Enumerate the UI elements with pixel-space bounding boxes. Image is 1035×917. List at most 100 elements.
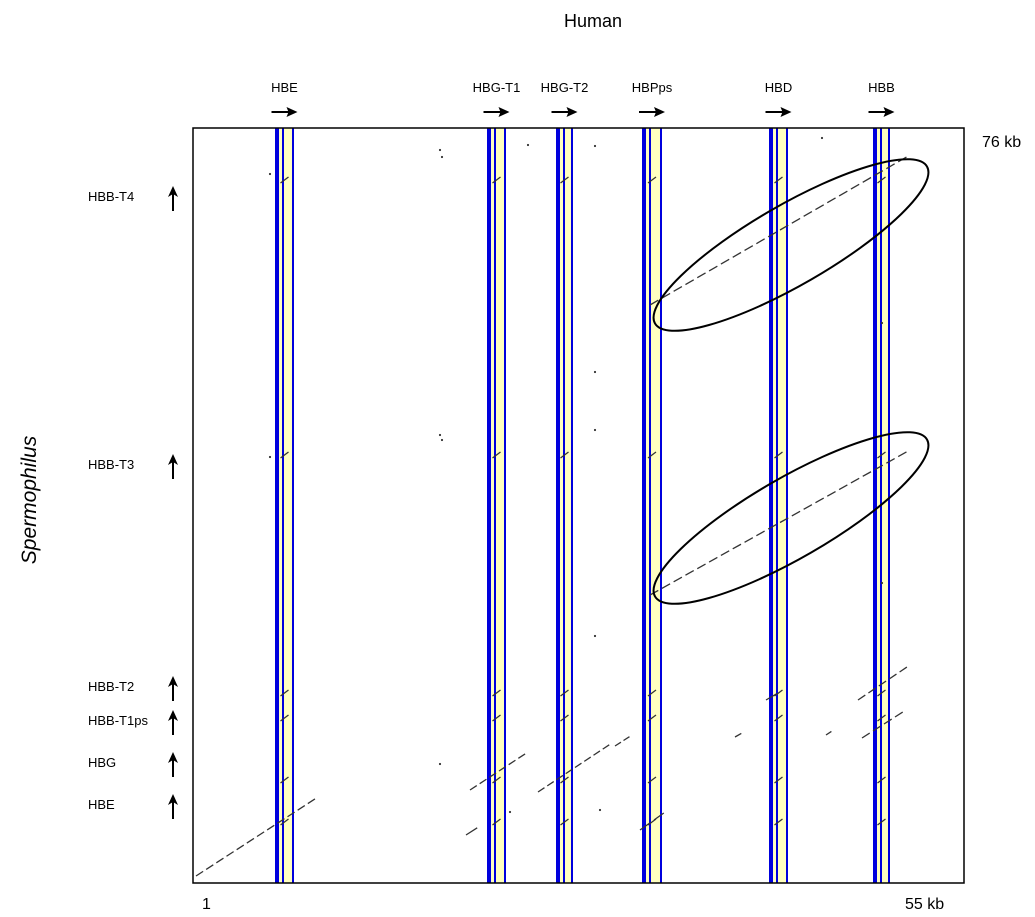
alignment-segment [547,782,553,786]
gene-band-exon-right [786,128,788,883]
alignment-segment [898,452,906,457]
scatter-dot [441,439,443,441]
y-gene-label: HBB-T1ps [88,713,148,728]
y-gene-label: HBB-T3 [88,457,134,472]
alignment-segment [227,852,234,857]
scatter-dot [881,322,883,324]
alignment-segment [792,218,800,223]
scatter-dot [594,371,596,373]
gene-labels-y: HBB-T4 HBB-T3 HBB-T2 HBB-T1ps HBG HBE [88,186,178,819]
alignment-segment [756,531,764,536]
alignment-segment [466,828,477,835]
alignment-segment [709,266,717,271]
alignment-segment [267,825,274,830]
scatter-dot [594,635,596,637]
alignment-segment [298,806,305,811]
alignment-segment [196,871,203,876]
gene-band-exon-mid [563,128,565,883]
y-axis-end-label: 76 kb [982,134,1021,151]
alignment-segment [709,557,717,562]
alignment-segment [756,239,764,244]
gene-band-exon-left [769,128,773,883]
gene-band-exon-right [504,128,506,883]
alignment-segment [594,751,600,755]
alignment-segment [863,472,871,477]
gene-band-exon-left [275,128,279,883]
gene-band-exon-left [873,128,877,883]
gene-labels-x: HBE HBG-T1 HBG-T2 HBPps HBD HBB [271,80,895,117]
alignment-segment [839,191,847,196]
alignment-segment [584,757,590,761]
alignment-segment [480,779,487,783]
alignment-segment [839,485,847,490]
alignment-segment [518,754,525,758]
gene-band-exon-left [556,128,560,883]
alignment-segment [538,788,544,792]
alignment-segment [745,538,753,543]
scatter-dot [439,434,441,436]
alignment-segment [889,674,896,679]
gene-band-exon-right [292,128,294,883]
alignment-segment [862,733,870,738]
gene-band-exon-right [660,128,662,883]
scatter-dot [269,173,271,175]
scatter-dot [439,763,441,765]
alignment-segment [216,858,223,863]
plot-title: Human [564,11,622,31]
alignment-segment [685,571,693,576]
scatter-dot [594,145,596,147]
scatter-dot [599,809,601,811]
alignment-segment [721,551,729,556]
x-axis-start-label: 1 [202,896,211,913]
y-gene-label: HBB-T4 [88,189,134,204]
alignment-segment [858,695,865,700]
scatter-dot [439,149,441,151]
scatter-dot [821,137,823,139]
alignment-segment [674,577,682,582]
alignment-segment [815,498,823,503]
gene-band-exon-left [642,128,646,883]
alignment-segment [674,287,682,292]
alignment-segment [697,273,705,278]
gene-bands [275,128,890,883]
gene-band-exon-right [888,128,890,883]
alignment-segment [237,845,244,850]
alignment-segment [575,763,581,767]
duplication-ellipse-lower [635,405,947,631]
alignment-segment [257,832,264,837]
x-gene-label: HBG-T1 [473,80,521,95]
alignment-segment [792,511,800,516]
alignment-segment [470,786,477,790]
y-gene-label: HBG [88,755,116,770]
alignment-segment [735,733,741,737]
y-gene-label: HBB-T2 [88,679,134,694]
alignment-segment [697,564,705,569]
gene-band-exon-mid [494,128,496,883]
alignment-segment [863,178,871,183]
alignment-segment [745,246,753,251]
alignment-dots [196,137,907,876]
x-gene-label: HBG-T2 [541,80,589,95]
alignment-segment [900,667,907,672]
alignment-segment [603,745,609,749]
gene-band-exon-mid [282,128,284,883]
alignment-segment [685,280,693,285]
scatter-dot [441,156,443,158]
gene-band-exon-mid [649,128,651,883]
alignment-segment [827,492,835,497]
alignment-segment [804,505,812,510]
gene-band-exon-left [487,128,491,883]
alignment-segment [721,259,729,264]
alignment-segment [733,544,741,549]
alignment-segment [247,838,254,843]
alignment-segment [615,742,621,746]
x-gene-label: HBB [868,80,895,95]
alignment-segment [851,478,859,483]
x-axis-end-label: 55 kb [905,896,944,913]
y-gene-label: HBE [88,797,115,812]
scatter-dot [269,456,271,458]
alignment-segment [815,205,823,210]
y-axis-title: Spermophilus [18,435,41,564]
scatter-dot [594,429,596,431]
